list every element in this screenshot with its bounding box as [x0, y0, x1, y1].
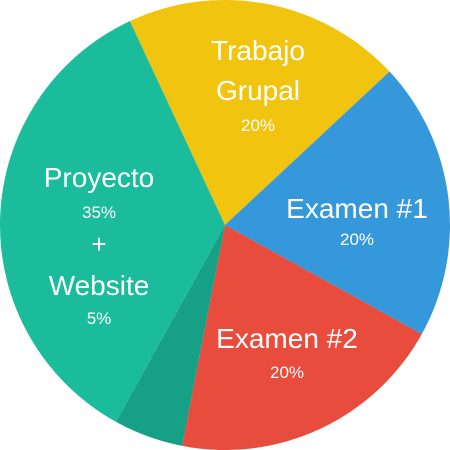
label-plus-sign: +	[91, 229, 106, 259]
label-trabajo-pct: 20%	[241, 116, 275, 135]
label-trabajo-line1: Trabajo	[211, 35, 305, 66]
label-examen1-name: Examen #1	[286, 193, 428, 224]
label-trabajo-line2: Grupal	[216, 75, 300, 106]
slice-examen1	[225, 71, 450, 335]
label-proyecto-name: Proyecto	[44, 162, 155, 193]
label-examen2-name: Examen #2	[216, 323, 358, 354]
label-proyecto-pct: 35%	[82, 203, 116, 222]
label-examen-1: Examen #1 20%	[286, 193, 428, 249]
label-examen2-pct: 20%	[270, 363, 304, 382]
label-proyecto-website: Proyecto 35% + Website 5%	[44, 162, 155, 328]
slice-trabajo	[129, 0, 390, 225]
label-website-pct: 5%	[87, 309, 112, 328]
label-examen-2: Examen #2 20%	[216, 323, 358, 382]
label-trabajo-grupal: Trabajo Grupal 20%	[211, 35, 305, 135]
slice-proyecto	[0, 21, 225, 422]
label-examen1-pct: 20%	[340, 230, 374, 249]
slice-examen2	[182, 225, 422, 450]
label-website-name: Website	[49, 270, 150, 301]
slice-website	[115, 225, 225, 446]
